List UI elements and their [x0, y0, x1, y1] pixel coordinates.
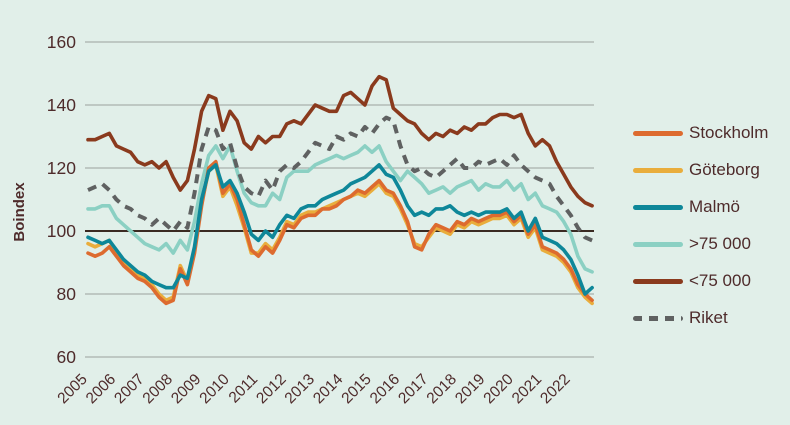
x-year-label: 2009: [168, 371, 204, 407]
x-year-label: 2021: [509, 371, 545, 407]
series-line-stockholm: [86, 159, 594, 306]
stockholm-line-swatch: [633, 130, 683, 136]
y-tick-label: 160: [47, 32, 76, 52]
x-year-label: 2006: [83, 371, 119, 407]
x-year-label: 2011: [226, 371, 262, 407]
x-year-label: 2007: [111, 371, 147, 407]
series-line-malmo: [86, 163, 594, 296]
x-year-label: 2012: [253, 371, 289, 407]
x-year-label: 2010: [196, 371, 233, 408]
x-year-label: 2018: [424, 371, 460, 407]
y-tick-label: 100: [47, 221, 76, 241]
x-year-label: 2020: [480, 371, 517, 408]
y-tick-label: 80: [57, 284, 77, 304]
series-line-riket: [87, 115, 593, 243]
x-year-label: 2008: [140, 371, 176, 407]
riket-line-swatch: [633, 315, 683, 321]
legend-item-riket: Riket: [633, 307, 788, 329]
legend-item-lt75000: <75 000: [633, 270, 788, 292]
x-year-label: 2019: [452, 371, 488, 407]
x-year-label: 2017: [395, 371, 431, 407]
series-line-gt75000: [86, 144, 594, 274]
y-tick-label: 60: [57, 347, 77, 367]
x-year-label: 2015: [338, 371, 374, 407]
malmo-line-swatch: [633, 204, 683, 210]
y-axis-label: Boindex: [11, 182, 28, 242]
lt75000-line-swatch: [633, 278, 683, 284]
x-year-label: 2014: [310, 371, 347, 408]
legend-label-lt75000: <75 000: [689, 271, 751, 290]
legend-item-stockholm: Stockholm: [633, 122, 788, 144]
legend-item-goteborg: Göteborg: [633, 159, 788, 181]
y-tick-label: 140: [47, 95, 76, 115]
legend-item-gt75000: >75 000: [633, 233, 788, 255]
x-year-label: 2005: [54, 371, 90, 407]
goteborg-line-swatch: [633, 167, 683, 173]
x-year-label: 2013: [282, 371, 318, 407]
x-year-label: 2016: [367, 371, 403, 407]
chart-legend: Stockholm Göteborg Malmö >75 000 <75 000…: [633, 122, 788, 344]
legend-label-goteborg: Göteborg: [689, 160, 760, 179]
legend-item-malmo: Malmö: [633, 196, 788, 218]
y-tick-label: 120: [47, 158, 76, 178]
gt75000-line-swatch: [633, 241, 683, 247]
series-line-lt75000: [86, 74, 594, 208]
x-year-label: 2022: [537, 371, 573, 407]
legend-label-stockholm: Stockholm: [689, 123, 769, 142]
legend-label-riket: Riket: [689, 308, 728, 327]
legend-label-malmo: Malmö: [689, 197, 741, 216]
legend-label-gt75000: >75 000: [689, 234, 751, 253]
